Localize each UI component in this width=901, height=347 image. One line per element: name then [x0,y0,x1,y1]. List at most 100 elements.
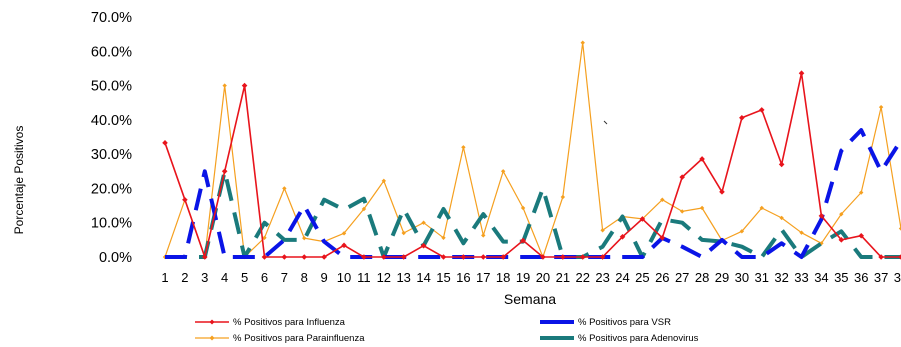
x-tick-label: 36 [854,270,868,285]
x-tick-label: 38 [894,270,901,285]
data-point [182,196,188,203]
data-point [540,254,546,260]
data-point [241,82,248,89]
data-point [201,254,208,260]
data-point [341,242,347,249]
data-point [261,254,268,260]
data-point [878,254,884,260]
x-tick-label: 34 [814,270,828,285]
x-tick-label: 17 [476,270,490,285]
data-point [798,70,805,77]
data-point [579,254,586,260]
data-point [560,254,566,260]
x-tick-label: 20 [536,270,550,285]
y-tick-label: 40.0% [91,113,132,129]
legend-marker [209,335,215,341]
data-point [560,194,566,200]
x-tick-label: 22 [575,270,589,285]
data-point [699,156,705,162]
data-point [441,235,446,240]
y-tick-label: 20.0% [91,181,132,197]
x-tick-label: 30 [735,270,749,285]
data-point [659,235,666,241]
x-tick-label: 37 [874,270,888,285]
data-point [400,254,407,260]
x-tick-label: 6 [261,270,268,285]
x-tick-label: 1 [161,270,168,285]
data-point [500,169,506,174]
legend: % Positivos para Influenza % Positivos pa… [195,317,699,344]
data-point [520,205,526,211]
y-axis-title: Porcentaje Positivos [12,126,26,235]
data-point [282,186,287,191]
x-tick-label: 21 [556,270,570,285]
series-line [164,42,901,258]
data-point [321,254,327,260]
data-point [221,168,228,175]
x-tick-label: 27 [675,270,689,285]
data-point [739,229,745,234]
data-point [341,231,347,236]
y-tick-label: 30.0% [91,147,132,163]
y-tick-label: 0.0% [99,250,132,266]
x-axis-title: Semana [504,291,556,307]
data-point [421,220,426,225]
data-point [301,254,308,260]
data-point [520,237,526,244]
data-point [838,237,845,243]
x-tick-label: 26 [655,270,669,285]
x-tick-label: 14 [416,270,430,285]
data-point [381,254,387,260]
x-tick-label: 18 [496,270,510,285]
x-tick-label: 11 [357,270,371,285]
data-point [381,178,387,184]
data-point [859,190,864,195]
data-point [302,235,307,241]
data-point [599,254,606,260]
data-point [162,140,168,146]
x-tick-label: 29 [715,270,729,285]
data-point [878,104,884,110]
data-point [481,233,486,238]
x-tick-label: 5 [241,270,248,285]
x-tick-label: 25 [635,270,649,285]
data-point [898,226,901,231]
y-tick-label: 50.0% [91,79,132,95]
x-tick-label: 13 [396,270,410,285]
y-tick-label: 60.0% [91,44,132,60]
data-point [580,40,585,45]
legend-label: % Positivos para Adenovirus [578,333,699,344]
data-point [660,197,665,202]
x-tick-label: 3 [201,270,208,285]
x-tick-label: 19 [516,270,530,285]
data-point [739,115,745,121]
data-point [799,230,804,235]
data-point [361,206,367,212]
data-point [778,161,785,168]
legend-label: % Positivos para VSR [578,317,671,328]
x-tick-label: 8 [301,270,308,285]
x-tick-label: 16 [456,270,470,285]
x-tick-label: 31 [755,270,769,285]
data-point [361,254,367,260]
x-tick-label: 24 [615,270,629,285]
x-tick-label: 28 [695,270,709,285]
legend-label: % Positivos para Influenza [233,317,346,328]
x-tick-label: 9 [321,270,328,285]
data-point [500,254,506,260]
y-tick-label: 70.0% [91,10,132,26]
data-point [401,230,406,236]
x-tick-label: 15 [436,270,450,285]
x-tick-label: 10 [337,270,351,285]
x-tick-label: 33 [794,270,808,285]
data-point [440,254,447,260]
data-point [839,211,844,217]
x-tick-label: 35 [834,270,848,285]
data-point [779,215,784,221]
data-point [819,241,824,246]
x-tick-label: 7 [281,270,288,285]
x-tick-label: 32 [774,270,788,285]
data-point [460,254,467,260]
data-point [262,235,267,240]
